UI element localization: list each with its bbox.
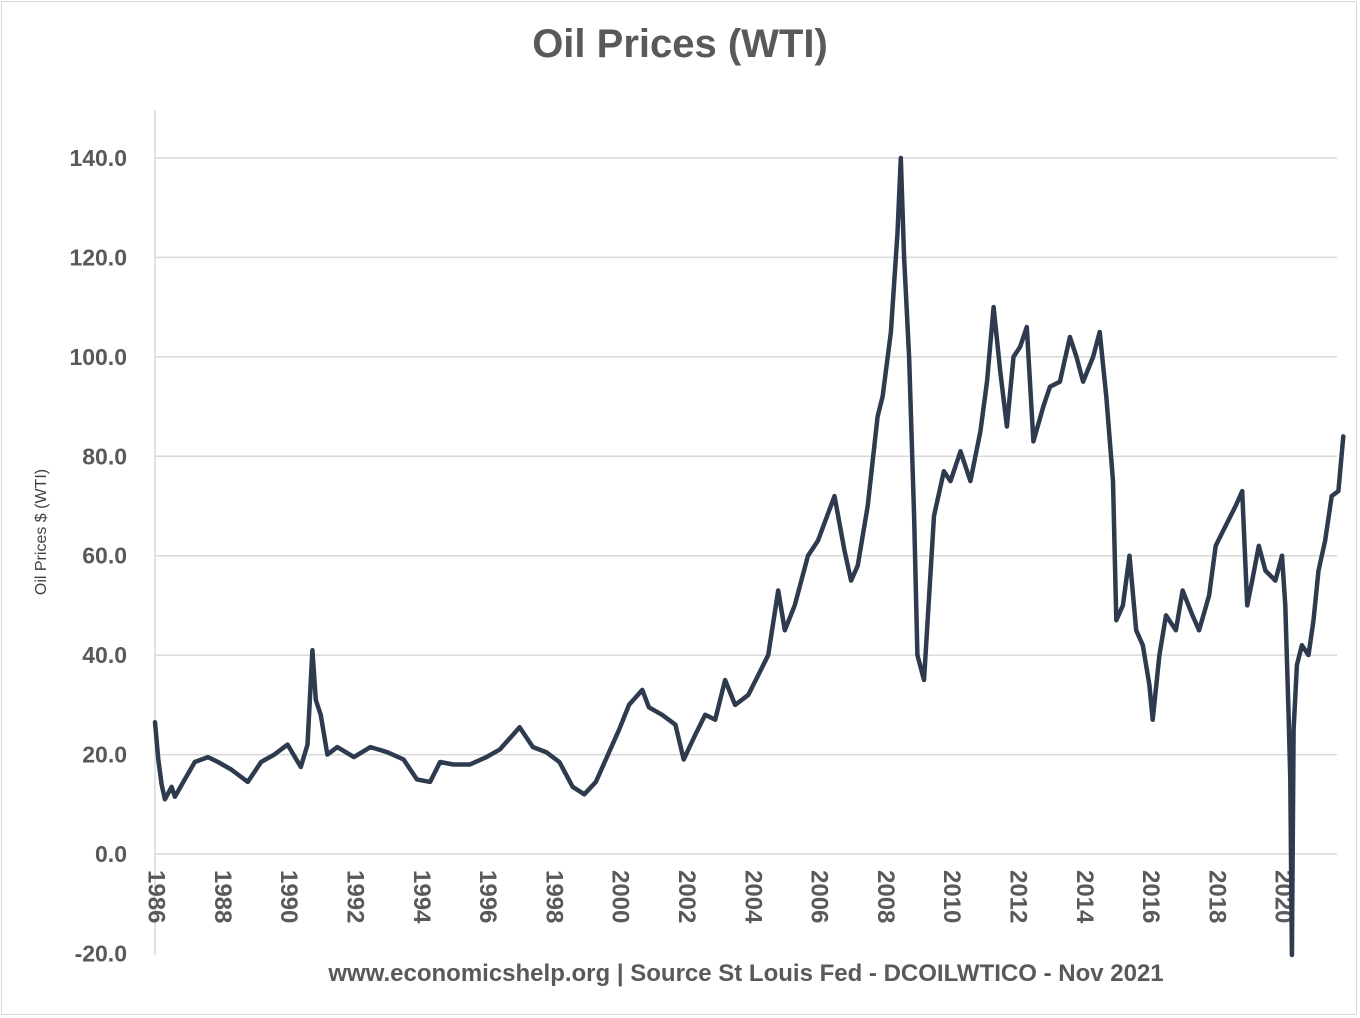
series-line-wti bbox=[152, 155, 1346, 958]
x-tick-label: 1996 bbox=[474, 870, 501, 923]
x-tick-label: 1988 bbox=[209, 870, 236, 923]
y-tick-label: 40.0 bbox=[82, 642, 127, 668]
chart-footer-source: www.economicshelp.org | Source St Louis … bbox=[328, 960, 1164, 987]
y-tick-label: -20.0 bbox=[75, 940, 127, 966]
y-tick-label: 120.0 bbox=[69, 244, 127, 270]
x-tick-label: 2006 bbox=[806, 870, 833, 923]
x-tick-label: 2014 bbox=[1071, 870, 1098, 924]
y-tick-label: 0.0 bbox=[95, 841, 127, 867]
x-tick-label: 2018 bbox=[1203, 870, 1230, 923]
y-tick-label: 60.0 bbox=[82, 543, 127, 569]
x-tick-label: 1986 bbox=[143, 870, 170, 923]
x-tick-label: 2016 bbox=[1137, 870, 1164, 923]
y-tick-label: 80.0 bbox=[82, 443, 127, 469]
x-tick-label: 2010 bbox=[938, 870, 965, 923]
x-tick-label: 1994 bbox=[408, 870, 435, 924]
x-tick-label: 2012 bbox=[1004, 870, 1031, 923]
x-tick-label: 2000 bbox=[607, 870, 634, 923]
y-tick-label: 140.0 bbox=[69, 145, 127, 171]
y-tick-label: 20.0 bbox=[82, 742, 127, 768]
x-tick-label: 1992 bbox=[342, 870, 369, 923]
y-tick-label: 100.0 bbox=[69, 344, 127, 370]
x-tick-label: 1990 bbox=[275, 870, 302, 923]
x-tick-label: 2004 bbox=[739, 870, 766, 924]
x-tick-label: 1998 bbox=[540, 870, 567, 923]
x-tick-label: 2008 bbox=[872, 870, 899, 923]
x-tick-label: 2002 bbox=[673, 870, 700, 923]
chart-title: Oil Prices (WTI) bbox=[532, 22, 828, 66]
